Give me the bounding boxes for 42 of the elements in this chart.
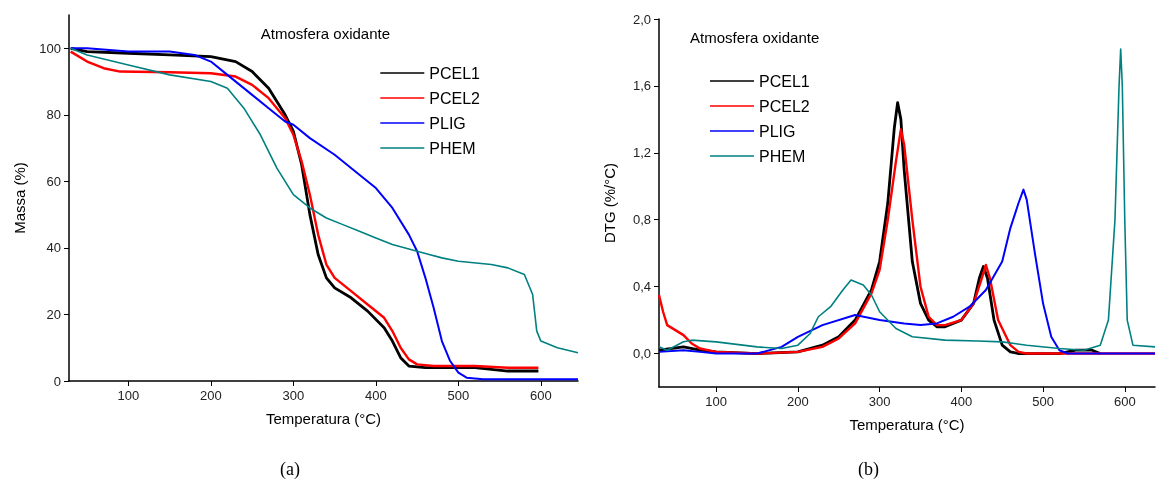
y-tick-label: 1,2: [632, 145, 651, 161]
y-tick-label: 0,4: [632, 279, 651, 295]
x-tick-label: 500: [1032, 394, 1054, 409]
x-tick-label: 100: [117, 388, 140, 403]
x-axis-title: Temperatura (°C): [265, 410, 382, 427]
y-tick-label: 0,0: [632, 346, 651, 362]
x-tick-label: 600: [1113, 394, 1136, 409]
x-tick-label: 600: [530, 388, 552, 403]
y-tick-label: 40: [46, 240, 61, 256]
x-tick-label: 200: [787, 394, 809, 409]
x-tick-label: 300: [282, 388, 305, 403]
legend-label: PCEL2: [759, 97, 810, 115]
legend-label: PHEM: [429, 139, 476, 157]
line-series: [658, 48, 1156, 351]
y-tick-label: 2,0: [632, 11, 651, 27]
legend-label: PHEM: [759, 147, 806, 165]
text: (b): [857, 459, 880, 480]
y-tick-label: 80: [46, 107, 61, 123]
legend-label: PLIG: [429, 114, 466, 132]
text: (a): [279, 459, 301, 480]
x-axis-title: Temperatura (°C): [849, 416, 965, 433]
line-series: [658, 188, 1156, 355]
x-tick-label: 100: [705, 394, 728, 409]
y-tick-label: 20: [46, 306, 61, 322]
legend-label: PCEL1: [429, 64, 481, 82]
y-tick-label: 1,6: [632, 78, 651, 94]
y-tick-label: 0: [53, 373, 61, 389]
y-axis-title: DTG (%/°C): [601, 162, 618, 244]
legend-label: PLIG: [759, 122, 796, 140]
x-tick-label: 500: [447, 388, 470, 403]
y-tick-label: 100: [39, 40, 61, 56]
annotation: Atmosfera oxidante: [690, 29, 820, 46]
y-tick-label: 0,8: [632, 212, 651, 228]
x-tick-label: 400: [950, 394, 973, 409]
legend-label: PCEL2: [429, 89, 481, 107]
annotation: Atmosfera oxidante: [260, 25, 391, 42]
legend-label: PCEL1: [759, 72, 810, 90]
x-tick-label: 300: [868, 394, 891, 409]
y-tick-label: 60: [46, 173, 61, 189]
y-axis-title: Massa (%): [11, 162, 28, 234]
x-tick-label: 400: [365, 388, 387, 403]
x-tick-label: 200: [200, 388, 222, 403]
